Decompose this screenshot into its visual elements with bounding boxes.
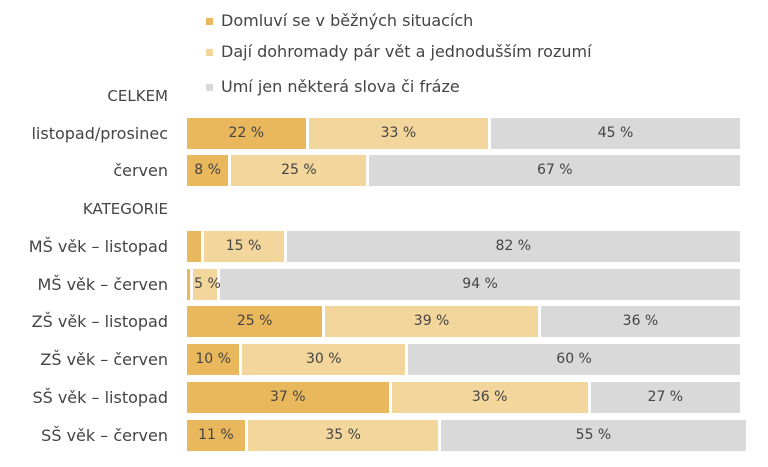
data-label: 36 % [622,313,659,329]
bar-segment [540,306,740,337]
data-label: 35 % [325,427,361,443]
legend-swatch-daji [206,49,213,56]
bar-segment [187,155,229,186]
row-label: SŠ věk – listopad [32,388,168,407]
row-label: MŠ věk – červen [37,275,168,294]
bar-segment [247,420,439,451]
bar-segment [441,420,746,451]
section-label-celkem: CELKEM [107,87,168,105]
data-label: 25 % [281,162,317,178]
data-label: 11 % [198,427,234,443]
bar-segment [187,382,389,413]
bar-row: 37 % 36 % 27 % [187,382,740,413]
legend-label: Domluví se v běžných situacích [221,11,474,30]
bar-segment [590,382,740,413]
bar-segment [491,118,740,149]
bar-row: 5 % 94 % [187,269,740,300]
bar-segment [187,231,201,262]
section-label-kategorie: KATEGORIE [82,200,168,218]
bar-segment [192,269,218,300]
data-label: 39 % [413,313,450,329]
data-label: 37 % [270,389,306,405]
data-label: 25 % [236,313,273,329]
data-label: 60 % [556,351,592,367]
bar-segment [187,306,323,337]
data-label: 15 % [225,238,262,254]
bar-segment [391,382,588,413]
bar-segment [203,231,284,262]
bar-segment [369,155,740,186]
data-label: 45 % [597,125,634,141]
bar-segment [325,306,538,337]
bar-row: 11 % 35 % 55 % [187,420,746,451]
bar-row: 22 % 33 % 45 % [187,118,740,149]
legend-label: Umí jen některá slova či fráze [221,77,460,96]
bar-segment [187,269,190,300]
data-label: 30 % [305,351,342,367]
data-label: 8 % [194,162,221,178]
data-label: 10 % [195,351,231,367]
legend-swatch-umi [206,84,213,91]
data-label: 36 % [471,389,508,405]
bar-segment [286,231,740,262]
data-label: 55 % [575,427,612,443]
bar-segment [231,155,367,186]
bar-row: 10 % 30 % 60 % [187,344,740,375]
bar-segment [308,118,489,149]
data-label: 67 % [536,162,573,178]
data-label: 82 % [495,238,532,254]
bar-segment [242,344,406,375]
data-label: 22 % [228,125,265,141]
data-label: 27 % [647,389,684,405]
bar-segment [187,344,240,375]
bar-segment [220,269,740,300]
row-label: SŠ věk – červen [41,426,168,445]
bar-segment [408,344,740,375]
data-label: 5 % [194,276,221,292]
row-label: červen [113,161,168,180]
data-label: 94 % [462,276,498,292]
bar-segment [187,118,306,149]
row-label: MŠ věk – listopad [28,237,168,256]
legend-swatch-domluvi [206,18,213,25]
bar-row: 25 % 39 % 36 % [187,306,740,337]
legend-label: Dají dohromady pár vět a jednodušším roz… [221,42,592,61]
bar-row: 8 % 25 % 67 % [187,155,740,186]
row-label: ZŠ věk – červen [40,350,168,369]
bar-row: 15 % 82 % [187,231,740,262]
row-label: ZŠ věk – listopad [31,312,168,331]
row-label: listopad/prosinec [31,124,168,143]
bar-segment [187,420,245,451]
data-label: 33 % [380,125,417,141]
